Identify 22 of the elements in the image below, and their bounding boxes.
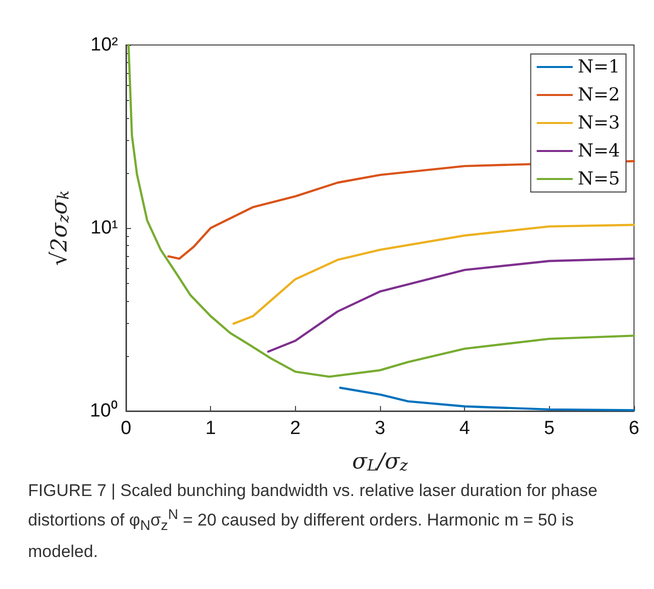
- legend-label: N=3: [578, 112, 620, 134]
- legend-label: N=2: [578, 84, 620, 106]
- line-series: [267, 258, 636, 353]
- x-tick-label: 2: [290, 418, 301, 439]
- text: FIGURE 7 | Scaled bunching bandwidth vs. relative laser duration for phase distortions of φ$_{N}$σ$_{z}$$^{N}$ = 20 caused by different orders. Harmonic m = 50 is modeled.: [28, 481, 598, 562]
- legend-label: N=4: [578, 140, 620, 162]
- x-tick-label: 5: [544, 418, 555, 439]
- y-tick-label: 10¹: [90, 218, 118, 238]
- y-tick-label: 10²: [90, 34, 118, 56]
- y-tick-label: 10⁰: [90, 400, 118, 422]
- legend-label: N=5: [578, 168, 620, 190]
- x-tick-label: 6: [628, 418, 640, 439]
- line-series: [339, 386, 636, 412]
- x-tick-label: 3: [374, 418, 386, 439]
- x-tick-label: 1: [205, 418, 216, 439]
- x-axis-title: σL/σz: [352, 450, 409, 474]
- y-axis-title: √2σzσk: [48, 190, 72, 266]
- legend-label: N=1: [578, 56, 620, 78]
- x-tick-label: 4: [459, 418, 470, 439]
- x-tick-label: 0: [120, 418, 132, 439]
- line-series: [232, 224, 636, 325]
- line-series: [127, 44, 636, 378]
